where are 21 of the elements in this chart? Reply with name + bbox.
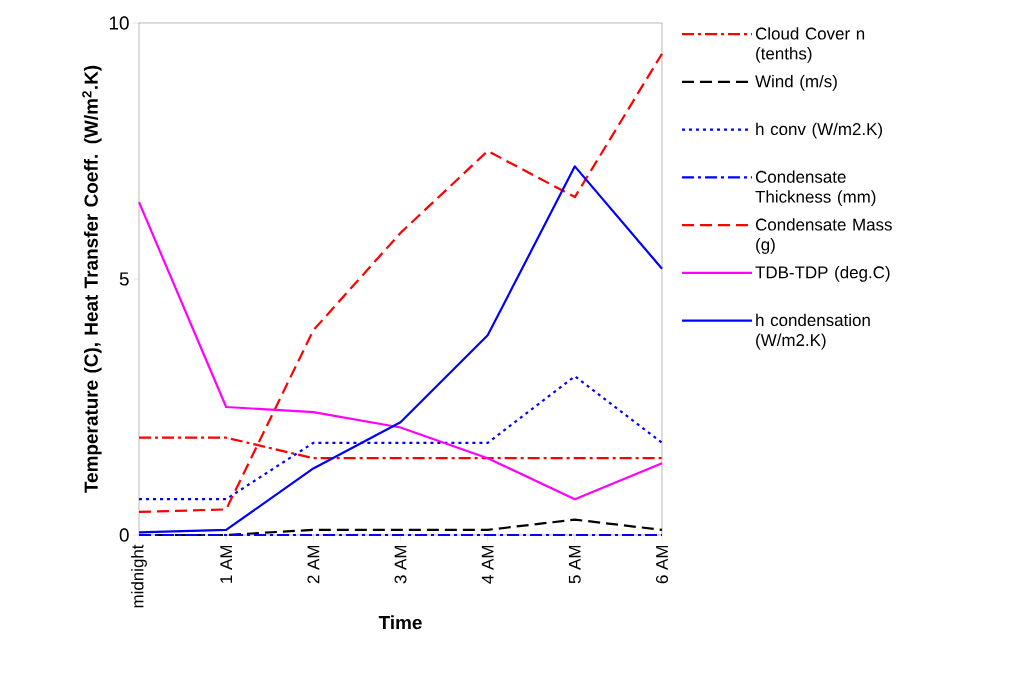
x-tick-label: 6 AM (656, 545, 669, 584)
y-tick-label: 10 (109, 16, 129, 30)
x-tick-label: midnight (131, 544, 147, 608)
legend-label: Condensate Mass (g) (755, 218, 892, 254)
legend-label: h conv (W/m2.K) (756, 122, 882, 139)
x-tick-label: 3 AM (394, 545, 407, 584)
legend-label: Condensate Thickness (mm) (755, 170, 876, 207)
y-tick-label: 5 (119, 272, 129, 286)
x-tick-label: 2 AM (307, 545, 320, 584)
y-tick-label: 0 (119, 528, 129, 542)
y-axis-title: Temperature (C), Heat Transfer Coeff. (W/m$^{2}$.K) (82, 65, 102, 493)
legend-label: Cloud Cover n (tenths) (755, 27, 865, 63)
x-tick-label: 4 AM (481, 545, 494, 584)
line-series (137, 201, 664, 501)
legend-label: Wind (m/s) (755, 74, 837, 91)
x-tick-label: 1 AM (220, 545, 232, 583)
legend-label: TDB-TDP (deg.C) (755, 265, 890, 282)
legend-label: h condensation (W/m2.K) (756, 313, 870, 350)
x-tick-label: 5 AM (568, 545, 581, 584)
x-axis-title: Time (378, 615, 422, 630)
line-series (137, 52, 664, 514)
